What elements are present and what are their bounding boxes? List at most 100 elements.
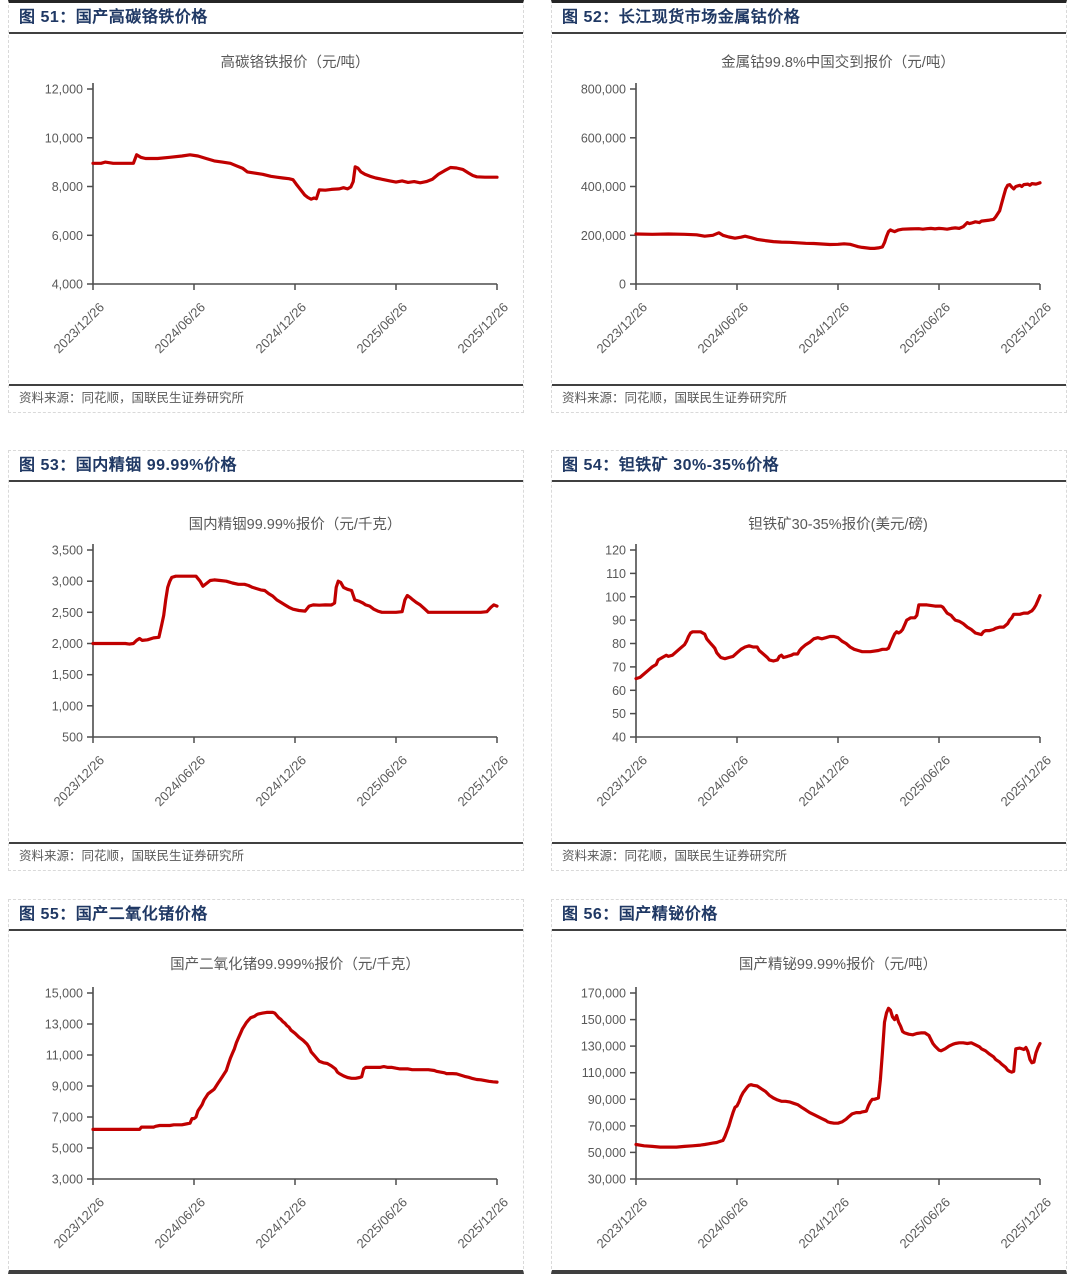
svg-text:8,000: 8,000 [52,180,83,194]
chart-51: 高碳铬铁报价（元/吨） 4,000 6,000 8,000 10,000 12,000 20… [9,34,523,384]
figure-title-56: 图 56：国产精铋价格 [552,900,1066,931]
svg-text:2024/12/26: 2024/12/26 [252,753,309,810]
svg-text:800,000: 800,000 [581,83,626,97]
figure-panel-54: 图 54：钽铁矿 30%-35%价格 钽铁矿30-35%报价(美元/磅) 40 50… [551,450,1067,871]
figure-panel-53: 图 53：国内精铟 99.99%价格 国内精铟99.99%报价（元/千克） 500… [8,450,524,871]
svg-text:金属钴99.8%中国交到报价（元/吨）: 金属钴99.8%中国交到报价（元/吨） [721,53,955,71]
price-line-chart-51: 高碳铬铁报价（元/吨） 4,000 6,000 8,000 10,000 12,000 20… [45,54,511,357]
price-line-chart-54: 钽铁矿30-35%报价(美元/磅) 40 50 60 70 80 90 100 110 120 20… [593,516,1054,810]
figure-panel-51: 图 51：国产高碳铬铁价格 高碳铬铁报价（元/吨） 4,000 6,000 8,000… [8,0,524,413]
chart-55: 国产二氧化锗99.999%报价（元/千克） 3,000 5,000 7,000 9,00… [9,931,523,1270]
svg-text:9,000: 9,000 [52,1080,83,1094]
price-line-chart-53: 国内精铟99.99%报价（元/千克） 500 1,000 1,500 2,000 2,50… [50,516,511,810]
svg-text:2025/06/26: 2025/06/26 [353,1195,410,1252]
svg-text:90,000: 90,000 [588,1093,626,1107]
figure-title-53: 图 53：国内精铟 99.99%价格 [9,451,523,482]
chart-54: 钽铁矿30-35%报价(美元/磅) 40 50 60 70 80 90 100 110 120 20… [552,482,1066,842]
svg-text:2025/06/26: 2025/06/26 [896,753,953,810]
figure-row-2: 图 53：国内精铟 99.99%价格 国内精铟99.99%报价（元/千克） 500… [8,450,1067,871]
chart-52: 金属钴99.8%中国交到报价（元/吨） 0 200,000 400,000 600,00… [552,34,1066,384]
svg-text:2024/12/26: 2024/12/26 [252,1195,309,1252]
svg-text:13,000: 13,000 [45,1018,83,1032]
svg-text:4,000: 4,000 [52,278,83,292]
figure-title-54: 图 54：钽铁矿 30%-35%价格 [552,451,1066,482]
chart-56: 国产精铋99.99%报价（元/吨） 30,000 50,000 70,000 90,00… [552,931,1066,1270]
svg-text:7,000: 7,000 [52,1111,83,1125]
svg-text:400,000: 400,000 [581,180,626,194]
svg-text:2025/12/26: 2025/12/26 [997,300,1054,357]
svg-text:110: 110 [606,567,626,581]
figure-row-1: 图 51：国产高碳铬铁价格 高碳铬铁报价（元/吨） 4,000 6,000 8,000… [8,0,1067,413]
svg-text:110,000: 110,000 [582,1066,626,1080]
svg-text:2023/12/26: 2023/12/26 [593,300,650,357]
svg-text:11,000: 11,000 [46,1049,83,1063]
svg-text:80: 80 [612,637,626,651]
svg-text:150,000: 150,000 [581,1013,626,1027]
svg-text:2025/12/26: 2025/12/26 [997,753,1054,810]
svg-text:2025/06/26: 2025/06/26 [896,1195,953,1252]
svg-text:2024/06/26: 2024/06/26 [694,753,751,810]
svg-text:1,000: 1,000 [52,699,83,713]
svg-text:130,000: 130,000 [581,1040,626,1054]
svg-text:2,000: 2,000 [52,637,83,651]
svg-text:600,000: 600,000 [581,131,626,145]
svg-text:高碳铬铁报价（元/吨）: 高碳铬铁报价（元/吨） [220,54,369,71]
figure-title-52: 图 52：长江现货市场金属钴价格 [552,3,1066,34]
figure-panel-52: 图 52：长江现货市场金属钴价格 金属钴99.8%中国交到报价（元/吨） 0 200… [551,0,1067,413]
svg-text:国产二氧化锗99.999%报价（元/千克）: 国产二氧化锗99.999%报价（元/千克） [170,956,420,973]
svg-text:国产精铋99.99%报价（元/吨）: 国产精铋99.99%报价（元/吨） [739,956,937,973]
source-note-51: 资料来源：同花顺，国联民生证券研究所 [9,384,523,412]
price-line-chart-52: 金属钴99.8%中国交到报价（元/吨） 0 200,000 400,000 600,00… [581,53,1054,357]
svg-text:0: 0 [619,278,626,292]
svg-text:70,000: 70,000 [588,1119,626,1133]
svg-text:2025/06/26: 2025/06/26 [896,300,953,357]
svg-text:10,000: 10,000 [45,131,83,145]
svg-text:100: 100 [605,590,626,604]
svg-text:2024/12/26: 2024/12/26 [795,300,852,357]
svg-text:120: 120 [605,544,626,558]
svg-text:12,000: 12,000 [45,83,83,97]
svg-text:500: 500 [62,731,83,745]
figure-panel-55: 图 55：国产二氧化锗价格 国产二氧化锗99.999%报价（元/千克） 3,000… [8,899,524,1274]
figure-title-51: 图 51：国产高碳铬铁价格 [9,3,523,34]
svg-text:3,500: 3,500 [52,544,83,558]
svg-text:2,500: 2,500 [52,606,83,620]
svg-text:2023/12/26: 2023/12/26 [593,753,650,810]
svg-text:2025/12/26: 2025/12/26 [454,300,511,357]
svg-text:2024/06/26: 2024/06/26 [151,753,208,810]
svg-text:2024/12/26: 2024/12/26 [252,300,309,357]
svg-text:2025/06/26: 2025/06/26 [353,753,410,810]
svg-text:2024/12/26: 2024/12/26 [795,753,852,810]
svg-text:2023/12/26: 2023/12/26 [593,1195,650,1252]
svg-text:2024/12/26: 2024/12/26 [795,1195,852,1252]
source-note-52: 资料来源：同花顺，国联民生证券研究所 [552,384,1066,412]
svg-text:2025/12/26: 2025/12/26 [454,753,511,810]
svg-text:50,000: 50,000 [588,1146,626,1160]
svg-text:200,000: 200,000 [581,229,626,243]
svg-text:2025/12/26: 2025/12/26 [997,1195,1054,1252]
svg-text:30,000: 30,000 [588,1173,626,1187]
figure-row-3: 图 55：国产二氧化锗价格 国产二氧化锗99.999%报价（元/千克） 3,000… [8,899,1067,1274]
svg-text:2023/12/26: 2023/12/26 [50,1195,107,1252]
svg-text:40: 40 [612,731,626,745]
svg-text:5,000: 5,000 [52,1142,83,1156]
svg-text:2024/06/26: 2024/06/26 [694,1195,751,1252]
svg-text:170,000: 170,000 [581,987,626,1001]
svg-text:2024/06/26: 2024/06/26 [151,300,208,357]
svg-text:2025/12/26: 2025/12/26 [454,1195,511,1252]
price-line-chart-55: 国产二氧化锗99.999%报价（元/千克） 3,000 5,000 7,000 9,00… [45,956,511,1252]
svg-text:70: 70 [612,660,626,674]
svg-text:3,000: 3,000 [52,1173,83,1187]
source-note-53: 资料来源：同花顺，国联民生证券研究所 [9,842,523,870]
svg-text:1,500: 1,500 [52,668,83,682]
svg-text:2025/06/26: 2025/06/26 [353,300,410,357]
figure-panel-56: 图 56：国产精铋价格 国产精铋99.99%报价（元/吨） 30,000 50,00… [551,899,1067,1274]
chart-53: 国内精铟99.99%报价（元/千克） 500 1,000 1,500 2,000 2,50… [9,482,523,842]
svg-text:2023/12/26: 2023/12/26 [50,300,107,357]
figure-title-55: 图 55：国产二氧化锗价格 [9,900,523,931]
svg-text:国内精铟99.99%报价（元/千克）: 国内精铟99.99%报价（元/千克） [189,516,402,533]
svg-text:15,000: 15,000 [45,987,83,1001]
svg-text:3,000: 3,000 [52,575,83,589]
svg-text:2024/06/26: 2024/06/26 [151,1195,208,1252]
svg-text:50: 50 [612,707,626,721]
